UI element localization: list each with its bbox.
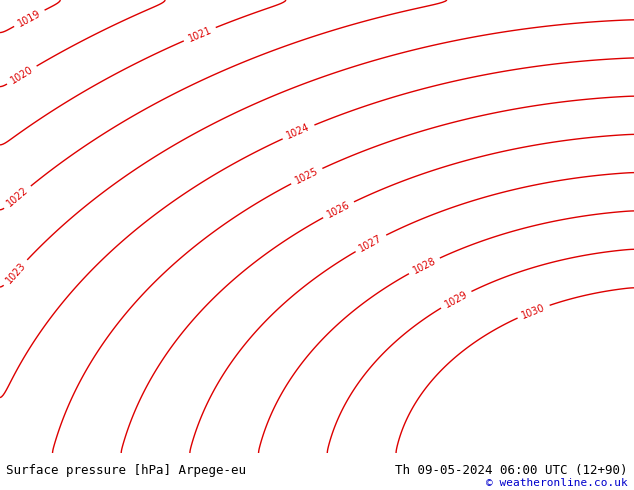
Text: 1022: 1022 [5,185,30,209]
Text: 1030: 1030 [521,302,547,320]
Text: 1029: 1029 [443,289,469,310]
Text: 1021: 1021 [186,24,213,44]
Text: 1019: 1019 [16,8,42,28]
Text: 1027: 1027 [358,233,384,253]
Text: 1023: 1023 [4,260,27,285]
Text: 1026: 1026 [325,199,352,220]
Text: © weatheronline.co.uk: © weatheronline.co.uk [486,478,628,488]
Text: Surface pressure [hPa] Arpege-eu: Surface pressure [hPa] Arpege-eu [6,464,247,477]
Text: 1028: 1028 [411,256,437,275]
Text: 1025: 1025 [294,166,320,186]
Text: Th 09-05-2024 06:00 UTC (12+90): Th 09-05-2024 06:00 UTC (12+90) [395,464,628,477]
Text: 1024: 1024 [285,122,312,141]
Text: 1020: 1020 [9,64,35,86]
